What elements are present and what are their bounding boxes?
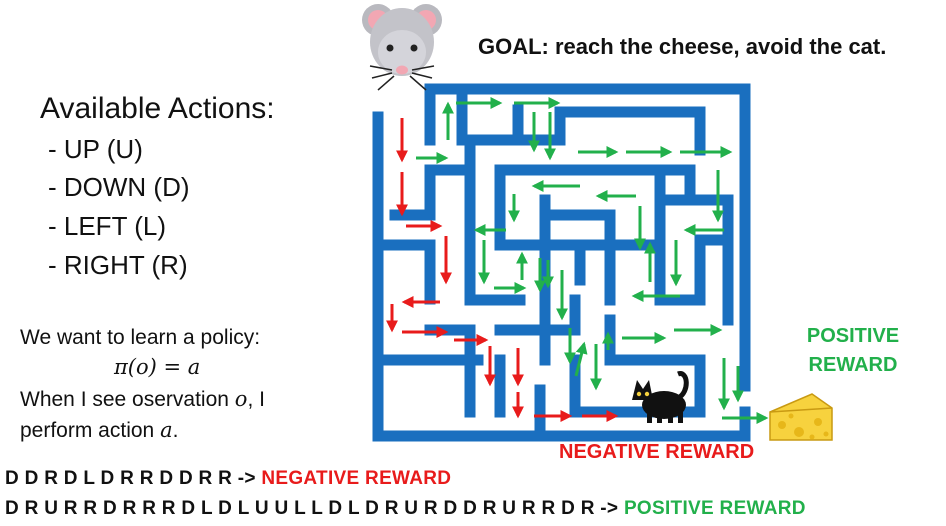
policy-action-text: perform action a.	[20, 418, 178, 443]
action-right: - RIGHT (R)	[48, 250, 188, 280]
sequence-positive: D R U R R D R R R D L D L U U L L D L D …	[5, 498, 806, 520]
mouse-icon	[362, 4, 442, 91]
observation-var: o	[234, 387, 248, 411]
policy-formula: π(o) = a	[114, 355, 201, 379]
policy-action-label: perform action	[20, 419, 161, 442]
path-positive	[416, 97, 769, 424]
policy-observation-label: When I see oservation	[20, 388, 235, 411]
policy-observation-end: , I	[247, 388, 265, 411]
negative-reward-label: NEGATIVE REWARD	[559, 441, 755, 463]
action-var: a	[160, 418, 173, 442]
action-up: - UP (U)	[48, 134, 143, 164]
action-left: - LEFT (L)	[48, 211, 166, 241]
goal-text: GOAL: reach the cheese, avoid the cat.	[478, 34, 887, 59]
action-down: - DOWN (D)	[48, 172, 190, 202]
sequence-moves: D D R D L D R R D D R R ->	[5, 468, 256, 489]
maze-walls	[372, 83, 751, 442]
policy-text: We want to learn a policy:	[20, 326, 261, 349]
policy-action-end: .	[172, 419, 179, 442]
actions-title: Available Actions:	[40, 92, 275, 125]
sequence-result: NEGATIVE REWARD	[261, 468, 452, 489]
sequence-result: POSITIVE REWARD	[623, 498, 806, 519]
path-negative	[386, 118, 619, 422]
sequence-moves: D R U R R D R R R D L D L U U L L D L D …	[5, 498, 619, 519]
cheese-icon	[769, 393, 833, 441]
policy-observation-text: When I see oservation o, I	[20, 387, 265, 412]
positive-reward-label: POSITIVE REWARD	[806, 325, 900, 376]
sequence-negative: D D R D L D R R D D R R -> NEGATIVE REWA…	[5, 468, 451, 490]
cat-icon	[632, 371, 689, 423]
